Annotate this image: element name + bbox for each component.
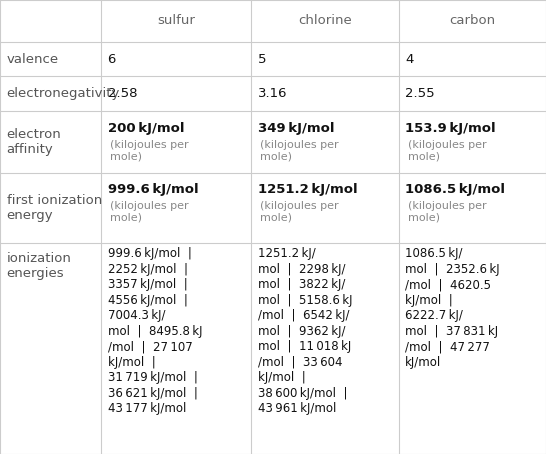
Text: sulfur: sulfur <box>157 15 195 27</box>
Text: (kilojoules per
mole): (kilojoules per mole) <box>408 201 486 223</box>
Text: carbon: carbon <box>449 15 495 27</box>
Text: 4: 4 <box>405 53 413 65</box>
Text: 200 kJ/mol: 200 kJ/mol <box>108 122 184 135</box>
Text: 1086.5 kJ/
mol  |  2352.6 kJ
/mol  |  4620.5
kJ/mol  |
6222.7 kJ/
mol  |  37 831: 1086.5 kJ/ mol | 2352.6 kJ /mol | 4620.5… <box>405 247 500 369</box>
Text: 1251.2 kJ/mol: 1251.2 kJ/mol <box>258 183 357 196</box>
Text: 3.16: 3.16 <box>258 87 287 100</box>
Text: 1086.5 kJ/mol: 1086.5 kJ/mol <box>405 183 505 196</box>
Text: (kilojoules per
mole): (kilojoules per mole) <box>260 201 339 223</box>
Text: (kilojoules per
mole): (kilojoules per mole) <box>110 201 189 223</box>
Text: 2.58: 2.58 <box>108 87 137 100</box>
Text: (kilojoules per
mole): (kilojoules per mole) <box>260 140 339 162</box>
Text: electronegativity: electronegativity <box>7 87 120 100</box>
Text: electron
affinity: electron affinity <box>7 128 61 156</box>
Text: 153.9 kJ/mol: 153.9 kJ/mol <box>405 122 496 135</box>
Text: ionization
energies: ionization energies <box>7 252 72 280</box>
Text: 999.6 kJ/mol  |
2252 kJ/mol  |
3357 kJ/mol  |
4556 kJ/mol  |
7004.3 kJ/
mol  |  : 999.6 kJ/mol | 2252 kJ/mol | 3357 kJ/mol… <box>108 247 202 415</box>
Text: 5: 5 <box>258 53 266 65</box>
Text: (kilojoules per
mole): (kilojoules per mole) <box>110 140 189 162</box>
Text: 1251.2 kJ/
mol  |  2298 kJ/
mol  |  3822 kJ/
mol  |  5158.6 kJ
/mol  |  6542 kJ/: 1251.2 kJ/ mol | 2298 kJ/ mol | 3822 kJ/… <box>258 247 352 415</box>
Text: (kilojoules per
mole): (kilojoules per mole) <box>408 140 486 162</box>
Text: valence: valence <box>7 53 58 65</box>
Text: 2.55: 2.55 <box>405 87 435 100</box>
Text: 999.6 kJ/mol: 999.6 kJ/mol <box>108 183 198 196</box>
Text: 6: 6 <box>108 53 116 65</box>
Text: 349 kJ/mol: 349 kJ/mol <box>258 122 334 135</box>
Text: first ionization
energy: first ionization energy <box>7 194 102 222</box>
Text: chlorine: chlorine <box>298 15 352 27</box>
